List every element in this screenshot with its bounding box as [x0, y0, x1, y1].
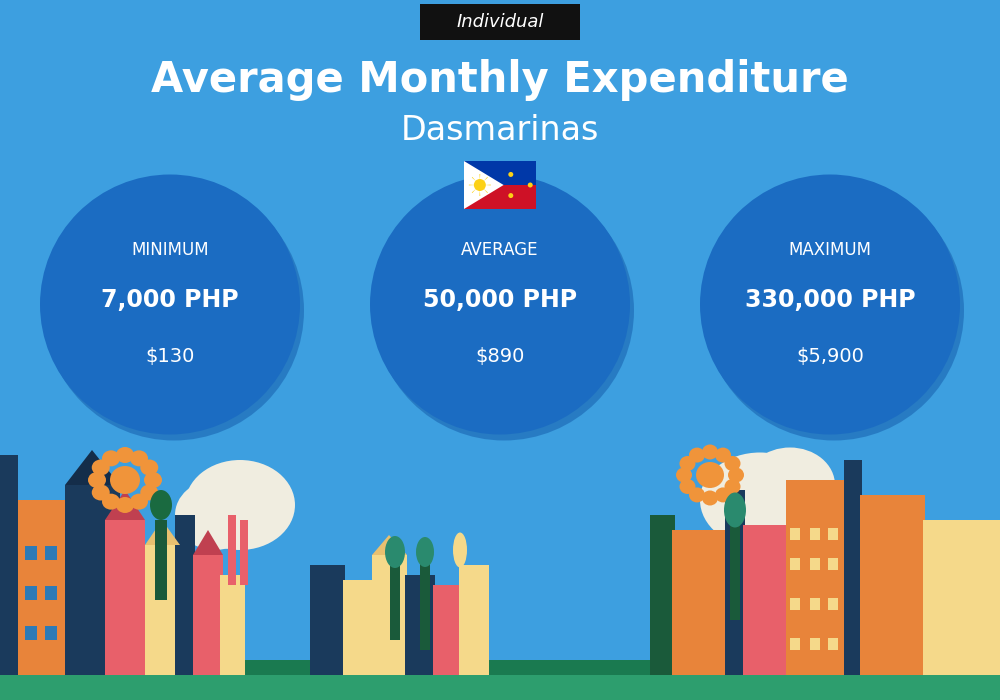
- Polygon shape: [193, 555, 223, 675]
- Polygon shape: [923, 520, 1000, 675]
- Ellipse shape: [700, 452, 820, 547]
- Ellipse shape: [185, 460, 295, 550]
- Text: Individual: Individual: [456, 13, 544, 31]
- Ellipse shape: [725, 479, 741, 494]
- Circle shape: [528, 183, 533, 188]
- Polygon shape: [433, 585, 461, 675]
- Ellipse shape: [702, 491, 718, 505]
- Ellipse shape: [696, 462, 724, 488]
- Polygon shape: [810, 528, 820, 540]
- Text: Dasmarinas: Dasmarinas: [401, 113, 599, 146]
- Polygon shape: [828, 558, 838, 570]
- Polygon shape: [220, 575, 245, 675]
- Polygon shape: [828, 528, 838, 540]
- Ellipse shape: [679, 456, 695, 471]
- Polygon shape: [25, 546, 37, 560]
- Polygon shape: [828, 598, 838, 610]
- Circle shape: [508, 193, 513, 198]
- Text: AVERAGE: AVERAGE: [461, 241, 539, 258]
- Circle shape: [40, 174, 300, 435]
- Polygon shape: [790, 638, 800, 650]
- Polygon shape: [145, 545, 180, 675]
- Polygon shape: [0, 675, 1000, 700]
- Circle shape: [474, 179, 486, 191]
- Polygon shape: [175, 515, 195, 675]
- FancyBboxPatch shape: [464, 161, 536, 185]
- FancyBboxPatch shape: [464, 185, 536, 209]
- Polygon shape: [810, 638, 820, 650]
- Text: Average Monthly Expenditure: Average Monthly Expenditure: [151, 59, 849, 101]
- Ellipse shape: [144, 472, 162, 488]
- Polygon shape: [730, 520, 740, 620]
- Polygon shape: [472, 177, 476, 181]
- Ellipse shape: [130, 494, 148, 510]
- Polygon shape: [18, 500, 65, 675]
- Polygon shape: [343, 580, 373, 675]
- Polygon shape: [810, 598, 820, 610]
- Polygon shape: [65, 450, 120, 485]
- Polygon shape: [860, 495, 925, 675]
- Circle shape: [700, 174, 960, 435]
- Polygon shape: [240, 520, 248, 585]
- Polygon shape: [0, 455, 18, 675]
- Polygon shape: [464, 161, 504, 209]
- Ellipse shape: [416, 537, 434, 567]
- Polygon shape: [228, 515, 236, 585]
- Polygon shape: [743, 525, 788, 675]
- Polygon shape: [725, 490, 745, 675]
- Ellipse shape: [453, 533, 467, 568]
- Polygon shape: [790, 528, 800, 540]
- Polygon shape: [65, 485, 120, 675]
- Polygon shape: [810, 558, 820, 570]
- Text: 50,000 PHP: 50,000 PHP: [423, 288, 577, 312]
- Polygon shape: [405, 575, 435, 675]
- Ellipse shape: [745, 447, 835, 522]
- Ellipse shape: [724, 493, 746, 528]
- Ellipse shape: [92, 484, 110, 500]
- Polygon shape: [469, 185, 475, 186]
- Polygon shape: [472, 188, 476, 193]
- Ellipse shape: [702, 444, 718, 459]
- Polygon shape: [672, 530, 727, 675]
- Ellipse shape: [116, 447, 134, 463]
- Polygon shape: [155, 520, 167, 600]
- Polygon shape: [372, 555, 407, 675]
- Ellipse shape: [110, 466, 140, 494]
- Ellipse shape: [116, 497, 134, 513]
- Circle shape: [704, 181, 964, 440]
- Polygon shape: [105, 490, 145, 520]
- Polygon shape: [483, 177, 488, 181]
- Polygon shape: [0, 660, 1000, 678]
- Ellipse shape: [102, 494, 120, 510]
- Ellipse shape: [140, 459, 158, 475]
- Polygon shape: [790, 598, 800, 610]
- Text: $890: $890: [475, 347, 525, 366]
- Ellipse shape: [92, 459, 110, 475]
- Ellipse shape: [150, 490, 172, 520]
- Ellipse shape: [728, 468, 744, 482]
- Circle shape: [508, 172, 513, 177]
- Polygon shape: [485, 185, 491, 186]
- Ellipse shape: [385, 536, 405, 568]
- Ellipse shape: [679, 479, 695, 494]
- Polygon shape: [483, 188, 488, 193]
- Ellipse shape: [140, 484, 158, 500]
- Polygon shape: [786, 480, 846, 675]
- Ellipse shape: [130, 450, 148, 466]
- Polygon shape: [650, 515, 675, 675]
- Ellipse shape: [715, 487, 731, 503]
- FancyBboxPatch shape: [464, 161, 536, 209]
- Polygon shape: [45, 626, 57, 640]
- Polygon shape: [310, 565, 345, 675]
- Polygon shape: [372, 535, 407, 555]
- Polygon shape: [145, 520, 180, 545]
- Text: 7,000 PHP: 7,000 PHP: [101, 288, 239, 312]
- Polygon shape: [105, 520, 145, 675]
- Polygon shape: [25, 626, 37, 640]
- Ellipse shape: [102, 450, 120, 466]
- Text: $5,900: $5,900: [796, 347, 864, 366]
- Polygon shape: [420, 560, 430, 650]
- Polygon shape: [45, 546, 57, 560]
- Text: MAXIMUM: MAXIMUM: [788, 241, 872, 258]
